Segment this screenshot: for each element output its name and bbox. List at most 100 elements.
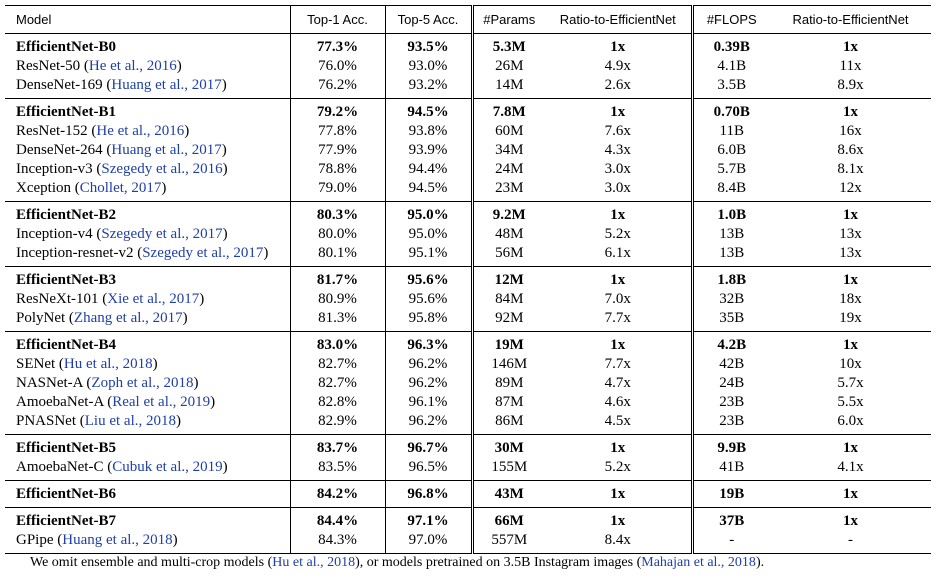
model-name: ) bbox=[172, 532, 178, 548]
model-cell: PNASNet (Liu et al., 2018) bbox=[5, 412, 290, 435]
value-cell: 8.1x bbox=[837, 161, 864, 177]
model-name: ) bbox=[199, 291, 205, 307]
value-cell: 1x bbox=[770, 507, 931, 531]
header-cell: #FLOPS bbox=[690, 5, 770, 34]
header-cell: Ratio-to-EfficientNet bbox=[770, 5, 931, 34]
value-cell: 13B bbox=[690, 225, 770, 244]
model-name: SENet ( bbox=[16, 356, 64, 372]
citation: Hu et al., 2018 bbox=[272, 555, 356, 570]
model-cell: AmoebaNet-C (Cubuk et al., 2019) bbox=[5, 458, 290, 481]
model-cell: Inception-v4 (Szegedy et al., 2017) bbox=[5, 225, 290, 244]
model-name: EfficientNet-B0 bbox=[16, 39, 116, 55]
citation: Huang et al., 2018 bbox=[62, 532, 173, 548]
model-cell: EfficientNet-B2 bbox=[5, 201, 290, 225]
value-cell: 4.6x bbox=[604, 394, 631, 410]
table-row: EfficientNet-B7 84.4% 97.1% 66M 1x 37B 1x bbox=[5, 507, 931, 531]
value-cell: 24M bbox=[470, 160, 545, 179]
table-row: EfficientNet-B2 80.3% 95.0% 9.2M 1x 1.0B 1x bbox=[5, 201, 931, 225]
value-cell: 1.0B bbox=[690, 201, 770, 225]
model-name: EfficientNet-B2 bbox=[16, 207, 116, 223]
model-name: EfficientNet-B5 bbox=[16, 440, 116, 456]
value-cell: 10x bbox=[839, 356, 862, 372]
row-group: EfficientNet-B3 81.7% 95.6% 12M 1x 1.8B 1x ResN… bbox=[5, 266, 931, 332]
value-cell: 1x bbox=[545, 98, 692, 122]
value-cell: 80.3% bbox=[289, 201, 385, 225]
model-name: ) bbox=[222, 161, 228, 177]
citation: Hu et al., 2018 bbox=[63, 356, 153, 372]
model-name: ) bbox=[176, 413, 181, 429]
value-cell: 13B bbox=[690, 244, 770, 267]
value-cell: 95.6% bbox=[384, 290, 472, 309]
model-cell: DenseNet-169 (Huang et al., 2017) bbox=[5, 76, 290, 99]
value-cell: 42B bbox=[690, 355, 770, 374]
citation: Zoph et al., 2018 bbox=[91, 375, 194, 391]
value-cell: 1.8B bbox=[690, 266, 770, 290]
value-cell: 0.39B bbox=[690, 33, 770, 57]
model-name: ResNet-152 ( bbox=[16, 123, 97, 139]
table-row: EfficientNet-B0 77.3% 93.5% 5.3M 1x 0.39B 1x bbox=[5, 33, 931, 57]
value-cell: 84.3% bbox=[289, 531, 385, 554]
value-cell: 96.1% bbox=[384, 393, 472, 412]
table-row: AmoebaNet-A (Real et al., 2019) 82.8% 96.1… bbox=[5, 393, 931, 412]
value-cell: 83.0% bbox=[289, 331, 385, 355]
value-cell: 81.3% bbox=[289, 309, 385, 332]
citation: Szegedy et al., 2017 bbox=[101, 226, 223, 242]
header-cell: Model bbox=[5, 5, 290, 34]
footnote-text: We omit ensemble and multi-crop models ( bbox=[30, 555, 273, 570]
citation: Szegedy et al., 2017 bbox=[142, 245, 264, 261]
value-cell: 95.8% bbox=[384, 309, 472, 332]
value-cell: 4.3x bbox=[604, 142, 631, 158]
model-cell: DenseNet-264 (Huang et al., 2017) bbox=[5, 141, 290, 160]
value-cell: 80.0% bbox=[289, 225, 385, 244]
model-name: Xception ( bbox=[16, 180, 80, 196]
value-cell: 4.1B bbox=[690, 57, 770, 76]
value-cell: 81.7% bbox=[289, 266, 385, 290]
model-name: Inception-v4 ( bbox=[16, 226, 102, 242]
value-cell: 78.8% bbox=[289, 160, 385, 179]
value-cell: 19B bbox=[690, 480, 770, 508]
table-row: EfficientNet-B3 81.7% 95.6% 12M 1x 1.8B 1x bbox=[5, 266, 931, 290]
value-cell: 1x bbox=[545, 434, 692, 458]
value-cell: 1x bbox=[770, 98, 931, 122]
model-cell: Inception-resnet-v2 (Szegedy et al., 201… bbox=[5, 244, 290, 267]
table-row: EfficientNet-B1 79.2% 94.5% 7.8M 1x 0.70B 1x bbox=[5, 98, 931, 122]
value-cell: 6.1x bbox=[604, 245, 631, 261]
footnote: We omit ensemble and multi-crop models (… bbox=[30, 555, 764, 571]
value-cell: 77.9% bbox=[289, 141, 385, 160]
value-cell: 155M bbox=[470, 458, 545, 481]
value-cell: 3.0x bbox=[604, 180, 631, 196]
value-cell: 1x bbox=[770, 480, 931, 508]
model-name: AmoebaNet-A ( bbox=[16, 394, 113, 410]
model-name: ) bbox=[193, 375, 199, 391]
value-cell: 82.7% bbox=[289, 374, 385, 393]
value-cell: 37B bbox=[690, 507, 770, 531]
value-cell: 8.9x bbox=[837, 77, 864, 93]
model-name: Inception-resnet-v2 ( bbox=[16, 245, 143, 261]
model-name: DenseNet-264 ( bbox=[16, 142, 112, 158]
citation: He et al., 2016 bbox=[96, 123, 185, 139]
model-cell: ResNet-152 (He et al., 2016) bbox=[5, 122, 290, 141]
model-cell: EfficientNet-B3 bbox=[5, 266, 290, 290]
table-row: PNASNet (Liu et al., 2018) 82.9% 96.2% 86M 4… bbox=[5, 412, 931, 435]
value-cell: 1x bbox=[770, 201, 931, 225]
model-cell: Xception (Chollet, 2017) bbox=[5, 179, 290, 202]
value-cell: 8.4x bbox=[545, 531, 692, 554]
model-cell: NASNet-A (Zoph et al., 2018) bbox=[5, 374, 290, 393]
model-name: ) bbox=[184, 123, 190, 139]
value-cell: 9.9B bbox=[690, 434, 770, 458]
citation: He et al., 2016 bbox=[88, 58, 177, 74]
value-cell: 96.8% bbox=[384, 480, 472, 508]
value-cell: 96.2% bbox=[384, 355, 472, 374]
table-row: Inception-v3 (Szegedy et al., 2016) 78.8%… bbox=[5, 160, 931, 179]
model-name: EfficientNet-B4 bbox=[16, 337, 116, 353]
value-cell: 43M bbox=[470, 480, 545, 508]
model-name: ) bbox=[263, 245, 269, 261]
value-cell: 93.2% bbox=[384, 76, 472, 99]
table-row: AmoebaNet-C (Cubuk et al., 2019) 83.5% 96.… bbox=[5, 458, 931, 481]
value-cell: 4.1x bbox=[837, 459, 864, 475]
model-cell: EfficientNet-B1 bbox=[5, 98, 290, 122]
table-row: ResNet-50 (He et al., 2016) 76.0% 93.0% 26M… bbox=[5, 57, 931, 76]
value-cell: 82.9% bbox=[289, 412, 385, 435]
value-cell: 4.7x bbox=[604, 375, 631, 391]
value-cell: 12M bbox=[470, 266, 545, 290]
